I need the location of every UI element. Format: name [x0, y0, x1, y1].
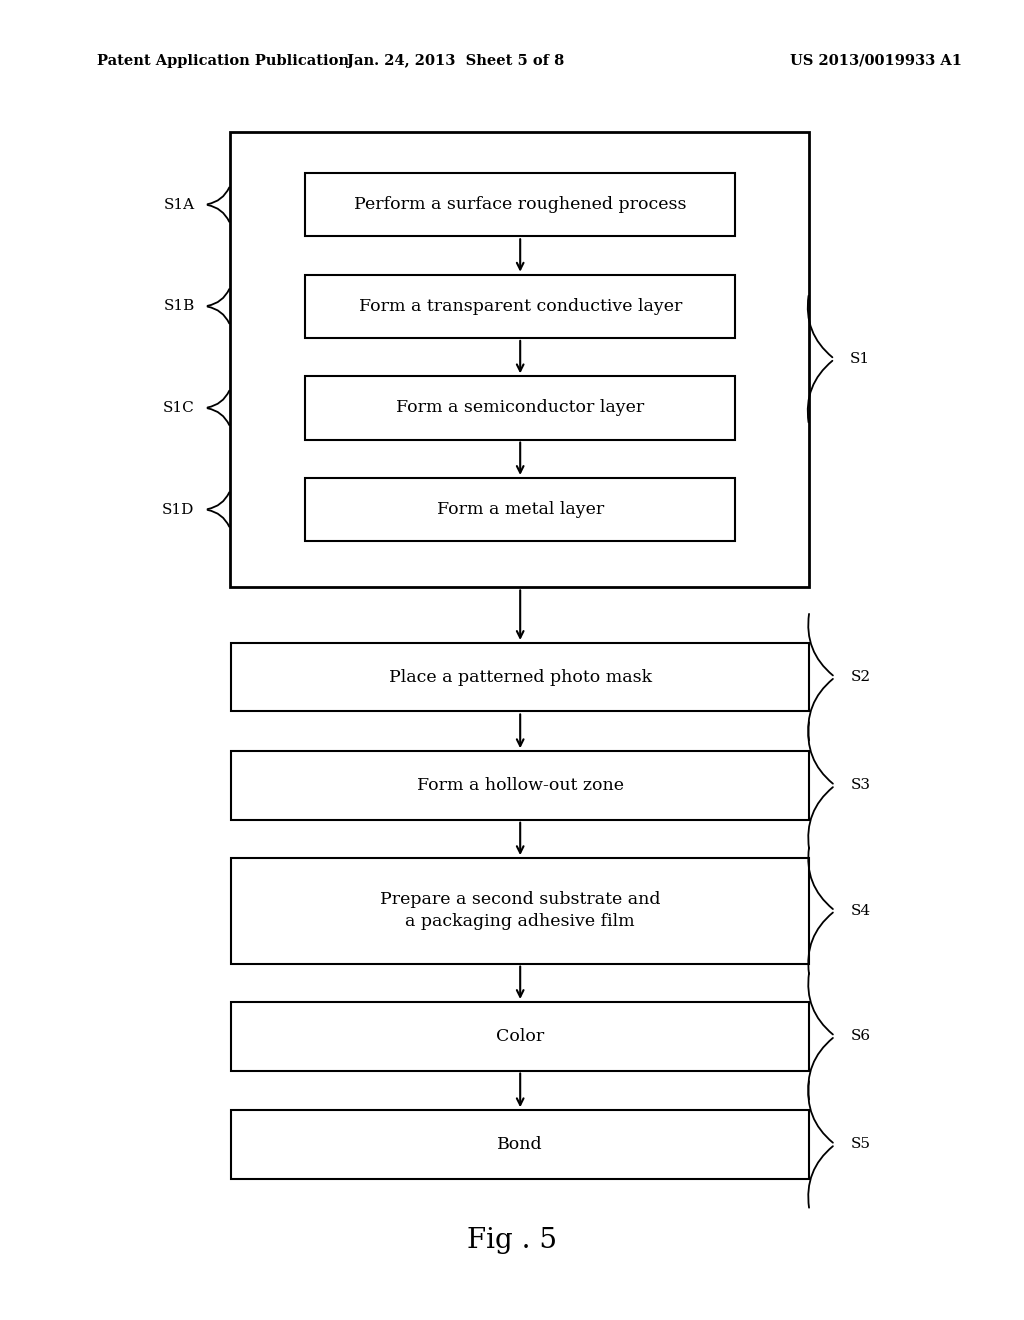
Bar	[305, 478, 735, 541]
Bar	[231, 643, 809, 711]
Text: S1B: S1B	[163, 300, 195, 313]
Text: Patent Application Publication: Patent Application Publication	[97, 54, 349, 67]
Text: Form a metal layer: Form a metal layer	[436, 502, 604, 517]
Text: S1: S1	[850, 352, 870, 366]
Text: Bond: Bond	[498, 1137, 543, 1152]
Bar	[305, 376, 735, 440]
Text: Form a hollow-out zone: Form a hollow-out zone	[417, 777, 624, 793]
Text: Form a transparent conductive layer: Form a transparent conductive layer	[358, 298, 682, 314]
Text: S4: S4	[850, 904, 870, 917]
Text: S1A: S1A	[164, 198, 195, 211]
Text: Color: Color	[496, 1028, 545, 1044]
Text: S5: S5	[850, 1138, 870, 1151]
Text: S2: S2	[850, 671, 870, 684]
Text: Form a semiconductor layer: Form a semiconductor layer	[396, 400, 644, 416]
Bar	[231, 858, 809, 964]
Bar	[230, 132, 809, 587]
Bar	[305, 173, 735, 236]
Bar	[231, 1110, 809, 1179]
Text: S1C: S1C	[163, 401, 195, 414]
Text: US 2013/0019933 A1: US 2013/0019933 A1	[790, 54, 962, 67]
Text: Jan. 24, 2013  Sheet 5 of 8: Jan. 24, 2013 Sheet 5 of 8	[347, 54, 564, 67]
Text: Place a patterned photo mask: Place a patterned photo mask	[389, 669, 651, 685]
Text: S1D: S1D	[162, 503, 195, 516]
Text: S6: S6	[850, 1030, 870, 1043]
Bar	[231, 1002, 809, 1071]
Bar	[231, 751, 809, 820]
Text: S3: S3	[850, 779, 870, 792]
Text: Perform a surface roughened process: Perform a surface roughened process	[354, 197, 686, 213]
Bar	[305, 275, 735, 338]
Text: Prepare a second substrate and
a packaging adhesive film: Prepare a second substrate and a packagi…	[380, 891, 660, 931]
Text: Fig . 5: Fig . 5	[467, 1228, 557, 1254]
